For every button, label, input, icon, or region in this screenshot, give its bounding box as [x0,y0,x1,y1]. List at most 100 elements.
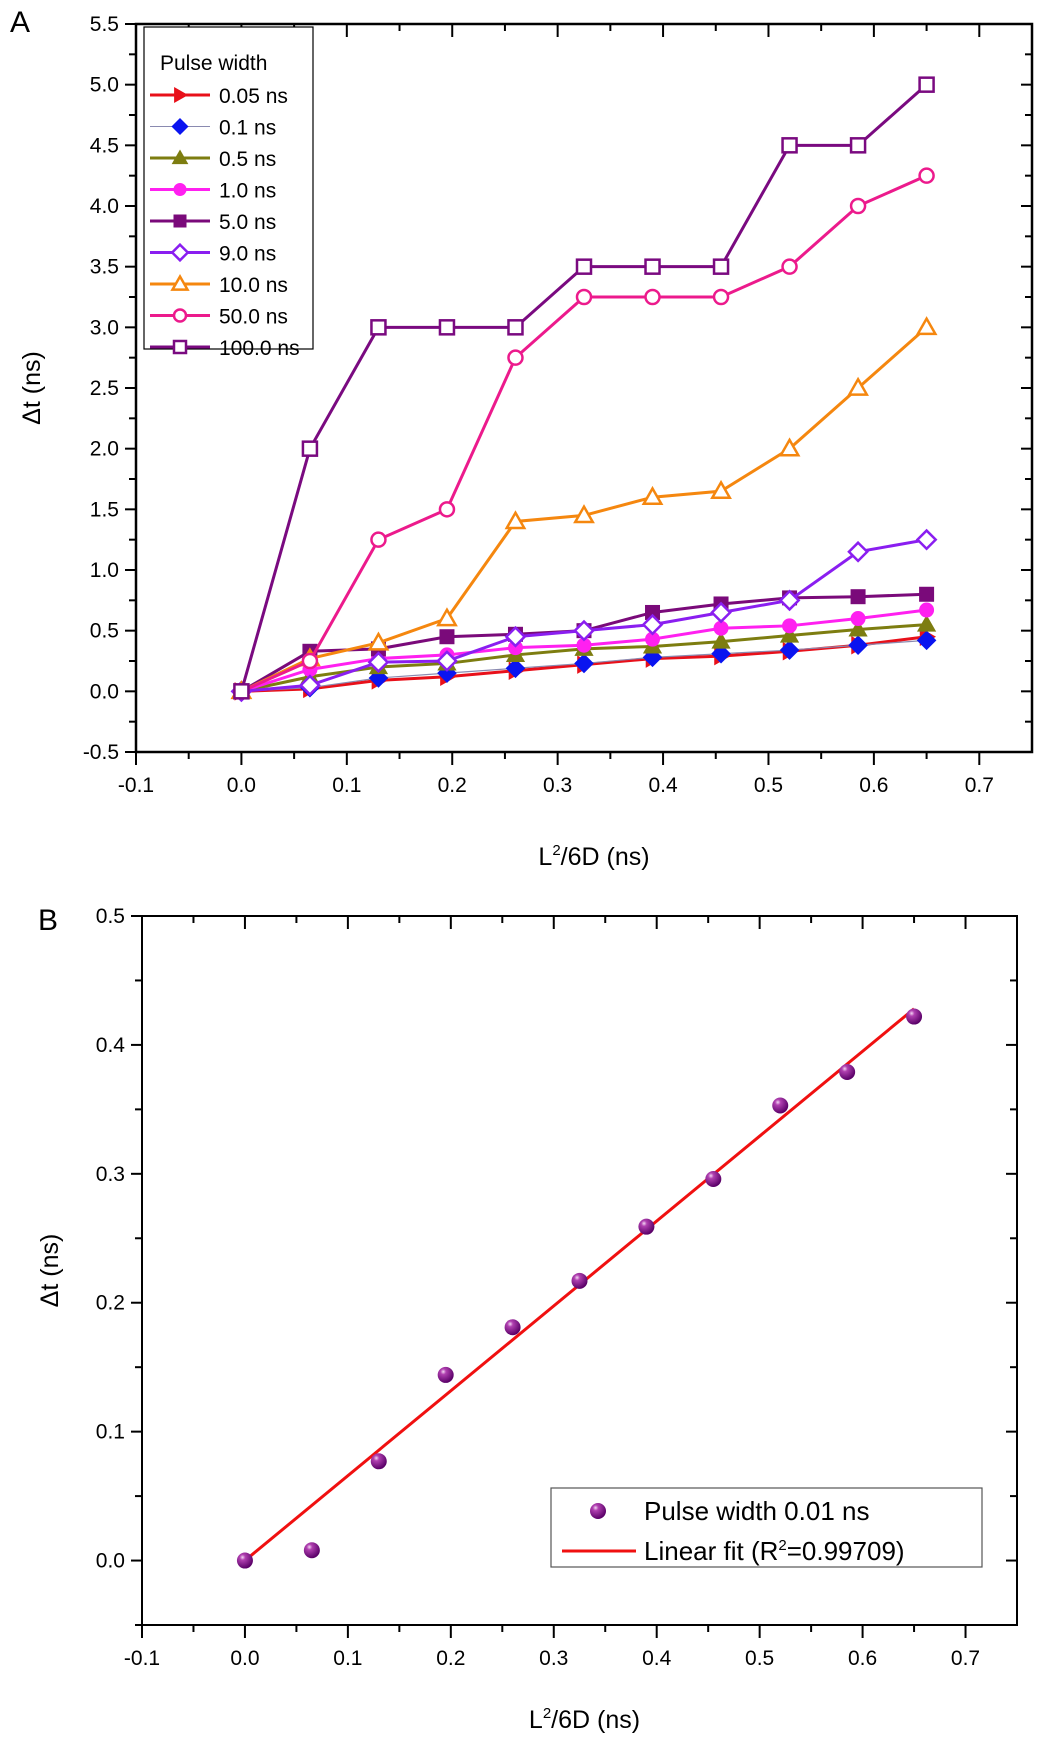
data-point [644,258,661,275]
y-tick-label: 5.0 [90,74,119,97]
y-tick-label: 0.5 [90,620,119,643]
x-tick-label: 0.0 [227,774,256,797]
legend-label: 9.0 ns [219,243,276,266]
y-tick-label: 3.5 [90,256,119,279]
y-tick-label: 0.1 [96,1421,125,1444]
data-point [850,611,866,627]
data-point [916,630,937,651]
series-100p0ns [233,76,935,700]
legend-item: 0.1 ns [150,117,276,140]
y-tick-label: 3.0 [90,316,119,339]
legend-box [550,1487,983,1568]
data-point [778,589,801,612]
data-point [848,619,868,637]
legend-item: 50.0 ns [150,306,288,329]
data-point [504,625,527,648]
x-tick-label: -0.1 [124,1647,160,1670]
legend-label: 1.0 ns [219,180,276,203]
panel-a-x-axis-title: L2/6D (ns) [538,842,649,871]
data-point [850,589,866,605]
data-point [438,501,456,518]
data-point [303,1542,320,1559]
y-tick-label: 0.3 [96,1163,125,1186]
data-point [367,651,390,674]
y-tick-label: 0.0 [90,680,119,703]
legend-item: 10.0 ns [150,273,288,297]
legend-label: 0.5 ns [219,148,276,171]
data-point [839,1063,856,1080]
legend-label: 0.05 ns [219,85,288,108]
x-tick-label: 0.7 [965,774,994,797]
y-tick-label: 0.5 [96,905,125,928]
legend-item: 0.05 ns [150,85,288,108]
legend-marker [171,149,189,165]
data-point [573,619,595,642]
data-point [779,625,800,643]
panel-b-label: B [38,904,58,937]
panel-b-frame [141,915,1018,1626]
legend-marker-sphere [590,1503,606,1519]
legend-items: 0.05 ns 0.1 ns 0.5 ns 1.0 ns 5.0 ns 9.0 ns 10.… [150,85,300,360]
data-point [507,349,524,366]
panel-b-y-axis-title: Δt (ns) [36,1234,64,1308]
panel-b-plot-area [236,1007,923,1569]
series-line [240,174,928,693]
legend-marker [170,242,190,263]
panel-a: A -0.1 0.0 0.1 0.2 0.3 0.4 0.5 0.6 0.7 -0.5 0.0 0.5… [10,6,1034,871]
data-point [778,437,801,457]
data-point [848,635,868,656]
x-title-rest: /6D (ns) [561,843,650,871]
x-title-main: L [538,843,552,871]
x-tick-label: 0.0 [230,1647,259,1670]
panel-a-label: A [10,6,30,39]
data-point [712,258,730,275]
legend-item: 9.0 ns [150,243,276,266]
data-point [370,531,387,548]
data-point [781,137,798,154]
y-tick-label: 0.0 [96,1550,125,1573]
x-tick-label: 0.3 [539,1647,568,1670]
legend-marker [173,214,187,228]
y-tick-label: 1.0 [90,559,119,582]
data-point [504,510,527,530]
legend-label: 0.1 ns [219,117,276,140]
legend-marker [172,339,188,355]
panel-a-plot-area [230,76,938,703]
y-tick-label: 4.5 [90,134,119,157]
x-tick-label: 0.6 [848,1647,877,1670]
data-point [233,683,250,700]
panel-b-ticks: -0.1 0.0 0.1 0.2 0.3 0.4 0.5 0.6 0.7 0.0 0.1 0.2 0.3… [96,905,1017,1670]
data-point [299,674,321,697]
fit-label-main: Linear fit (R [644,1536,778,1566]
legend-marker [170,273,190,291]
x-tick-label: 0.3 [543,774,572,797]
panel-b: B -0.1 0.0 0.1 0.2 0.3 0.4 0.5 0.6 0.7 0.0 0.1 0.2 0… [36,904,1018,1734]
legend-label-fit: Linear fit (R2=0.99709) [644,1536,905,1566]
data-point [915,316,938,336]
fit-label-sup: 2 [778,1537,786,1554]
data-point [849,197,867,215]
y-tick-label: 0.2 [96,1292,125,1315]
data-point [370,1453,387,1470]
x-tick-label: 0.4 [648,774,678,797]
data-point [916,614,937,632]
x-title-sup: 2 [543,1705,551,1722]
legend-item: 5.0 ns [150,211,276,234]
legend-marker [172,308,188,323]
x-title-rest: /6D (ns) [551,1706,640,1734]
data-point [918,167,935,184]
data-point [779,640,800,660]
legend-label: 50.0 ns [219,306,288,329]
y-tick-label: 0.4 [96,1034,126,1057]
legend-item: 1.0 ns [150,180,276,203]
data-point [711,631,731,649]
data-point [782,618,798,634]
data-point [713,620,729,636]
data-point [368,668,389,688]
x-tick-label: 0.5 [754,774,783,797]
data-point [705,1170,722,1187]
data-point [370,319,387,336]
panel-a-ticks: -0.1 0.0 0.1 0.2 0.3 0.4 0.5 0.6 0.7 -0.5 0.0 0.5 1.… [83,13,1032,797]
data-point [915,528,938,551]
